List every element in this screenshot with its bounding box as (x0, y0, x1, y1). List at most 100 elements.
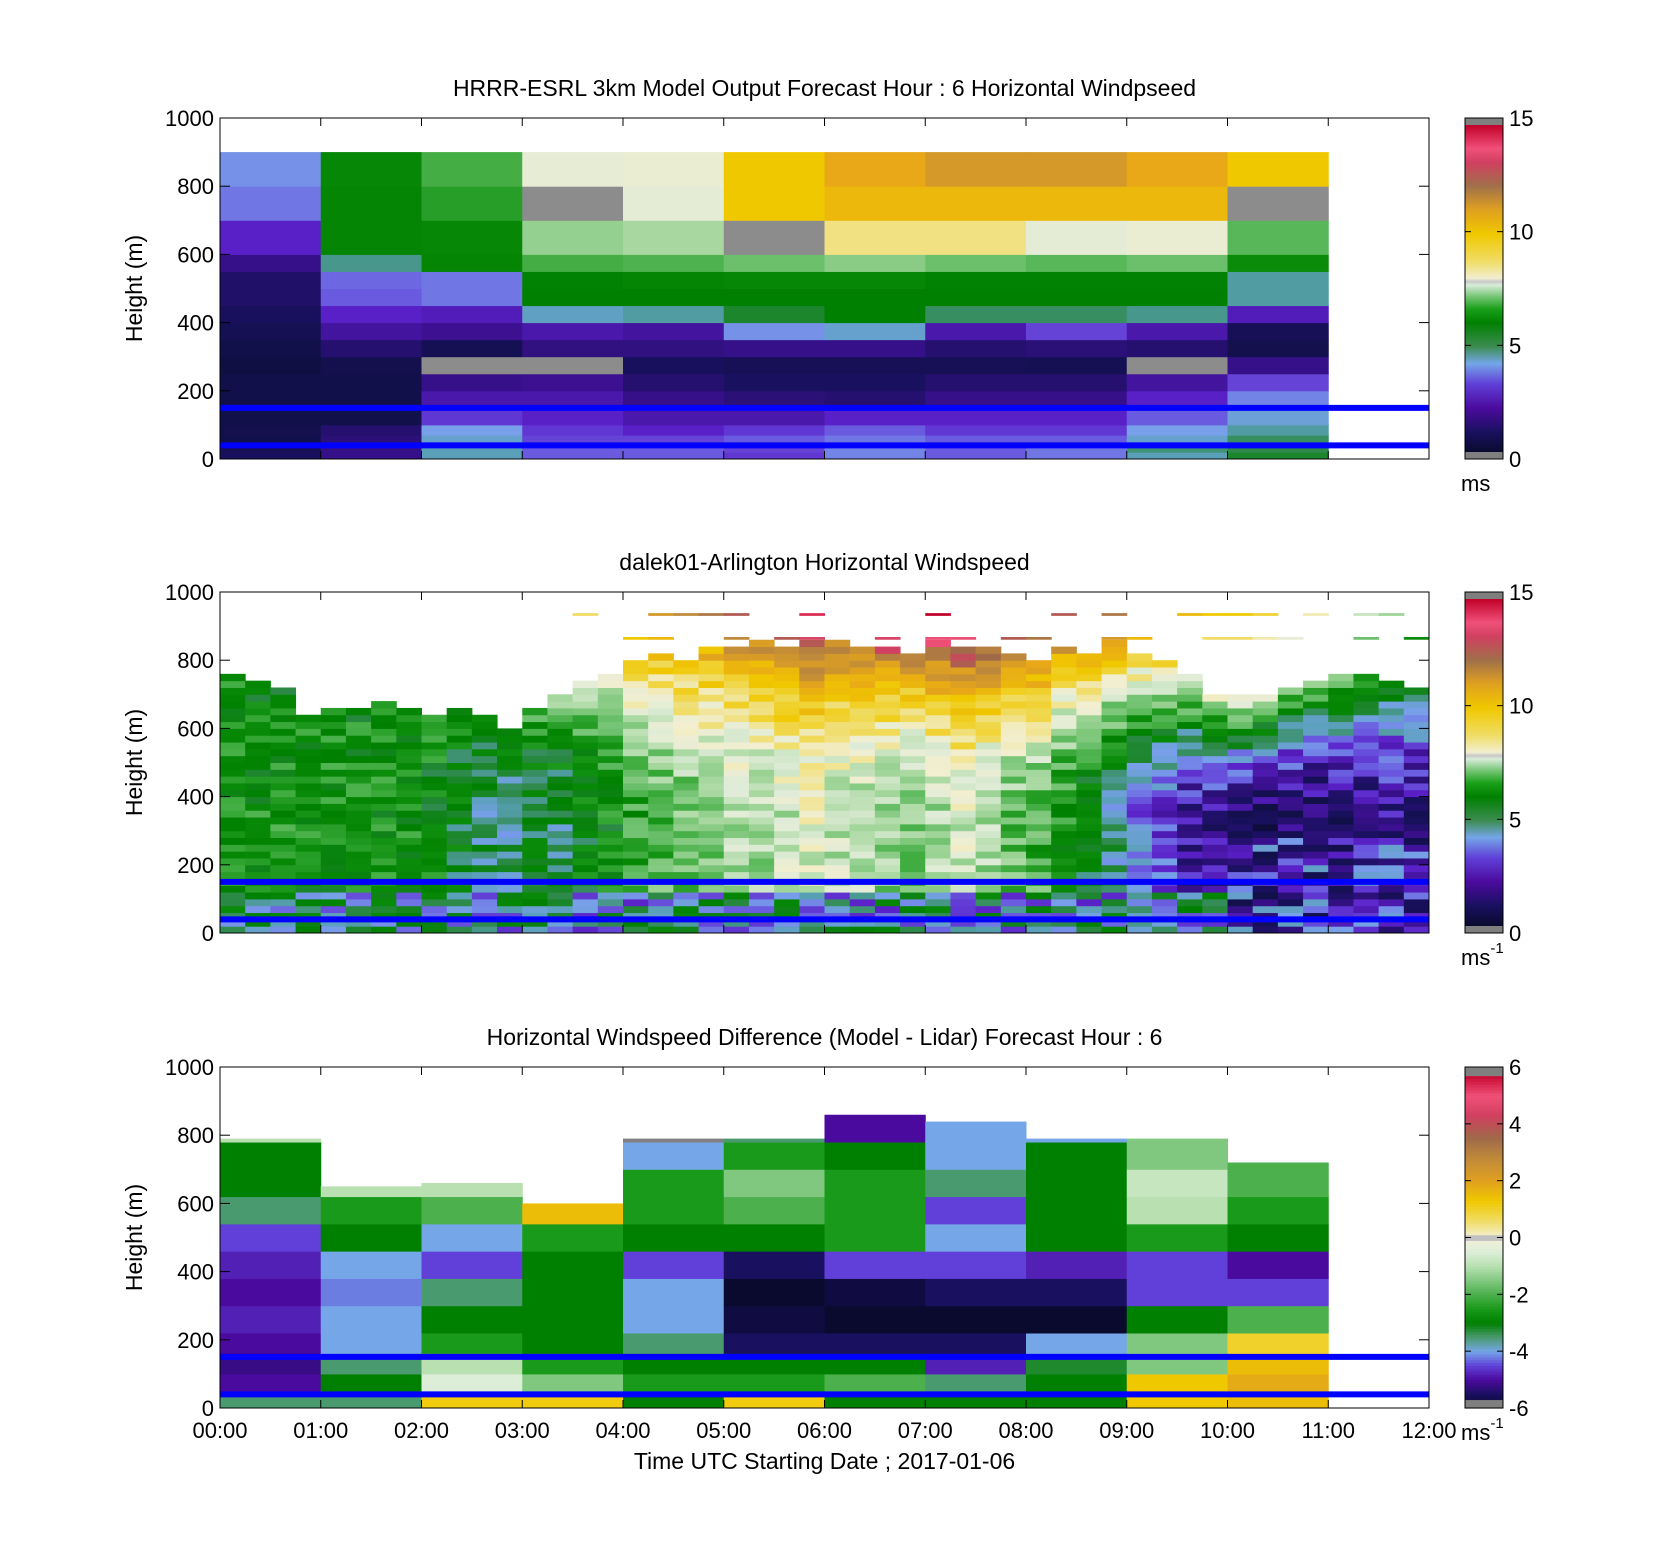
lidar-cell (748, 782, 775, 791)
lidar-cell (824, 769, 851, 777)
lidar-cell (345, 714, 372, 723)
lidar-cell (900, 701, 926, 709)
lidar-cell (497, 830, 523, 839)
lidar-cell (1151, 680, 1178, 688)
lidar-cell (925, 673, 951, 682)
lidar-cell (748, 742, 775, 750)
colorbar-segment (1465, 1356, 1503, 1361)
lidar-cell (623, 837, 649, 845)
lidar-cell (396, 728, 422, 736)
lidar-cell (1303, 776, 1329, 784)
y-tick-label: 200 (177, 379, 214, 404)
lidar-cell (648, 892, 674, 900)
lidar-sparse-cell (925, 637, 951, 640)
lidar-cell (522, 796, 548, 804)
lidar-cell (1126, 823, 1153, 832)
heatmap-cell (421, 152, 523, 187)
lidar-cell (1202, 782, 1228, 791)
lidar-cell (1353, 864, 1380, 873)
lidar-cell (723, 837, 750, 845)
lidar-cell (1353, 844, 1380, 852)
lidar-cell (1076, 830, 1103, 839)
lidar-cell (975, 871, 1002, 879)
diff-cell (623, 1223, 725, 1252)
heatmap-cell (320, 435, 422, 446)
lidar-cell (1026, 762, 1052, 770)
heatmap-cell (421, 322, 523, 341)
lidar-cell (345, 919, 372, 927)
lidar-cell (799, 694, 825, 702)
lidar-cell (849, 817, 876, 825)
lidar-cell (396, 905, 422, 914)
lidar-cell (1076, 810, 1103, 818)
lidar-cell (799, 823, 825, 832)
lidar-cell (295, 926, 322, 933)
colorbar-segment (1465, 1095, 1503, 1099)
lidar-cell (723, 742, 750, 750)
lidar-cell (572, 803, 599, 811)
lidar-cell (1252, 714, 1279, 723)
lidar-cell (748, 735, 775, 743)
colorbar-segment (1465, 1336, 1503, 1341)
heatmap-cell (925, 322, 1027, 341)
lidar-cell (497, 769, 523, 777)
lidar-cell (1000, 871, 1027, 879)
lidar-sparse-cell (799, 613, 825, 616)
lidar-cell (1000, 782, 1027, 791)
colorbar-tick-label: 4 (1509, 1112, 1521, 1137)
lidar-cell (1277, 782, 1304, 791)
lidar-cell (1303, 735, 1329, 743)
diff-cell (723, 1394, 825, 1408)
lidar-cell (270, 687, 297, 695)
lidar-cell (270, 837, 297, 845)
lidar-cell (572, 905, 599, 914)
lidar-cell (1151, 755, 1178, 763)
diff-cell (1227, 1305, 1329, 1334)
lidar-cell (673, 762, 700, 770)
lidar-cell (220, 905, 246, 914)
lidar-cell (220, 844, 246, 852)
lidar-cell (396, 837, 422, 845)
heatmap-cell (522, 152, 624, 187)
lidar-cell (774, 735, 800, 743)
colorbar-gradient (1465, 592, 1503, 933)
lidar-cell (874, 653, 901, 661)
lidar-cell (748, 714, 775, 723)
colorbar-1 (1464, 117, 1504, 460)
lidar-cell (975, 728, 1002, 736)
lidar-cell (421, 714, 448, 723)
lidar-cell (874, 673, 901, 682)
lidar-cell (371, 762, 397, 770)
lidar-cell (421, 912, 448, 920)
lidar-cell (1026, 782, 1052, 791)
lidar-cell (597, 844, 624, 852)
lidar-cell (1177, 926, 1203, 933)
colorbar-segment (1465, 1203, 1503, 1207)
lidar-cell (1303, 728, 1329, 736)
colorbar-segment (1465, 1271, 1503, 1276)
lidar-cell (446, 830, 473, 839)
lidar-cell (497, 905, 523, 914)
lidar-cell (572, 864, 599, 873)
lidar-cell (396, 707, 422, 716)
heatmap-cell (421, 356, 523, 375)
lidar-cell (1328, 721, 1354, 729)
heatmap-cell (1026, 271, 1128, 289)
diff-cell (421, 1394, 523, 1408)
lidar-cell (723, 919, 750, 927)
lidar-cell (623, 694, 649, 702)
lidar-cell (1403, 803, 1429, 811)
diff-cell (1026, 1251, 1128, 1279)
lidar-cell (698, 926, 725, 933)
lidar-cell (371, 721, 397, 729)
colorbar-gradient (1465, 118, 1503, 459)
lidar-cell (1353, 817, 1380, 825)
lidar-cell (824, 680, 851, 688)
lidar-profile (1303, 613, 1329, 933)
heatmap-cell (623, 254, 725, 272)
lidar-cell (1026, 714, 1052, 723)
lidar-cell (623, 707, 649, 716)
lidar-cell (1328, 748, 1354, 757)
lidar-cell (1378, 769, 1405, 777)
lidar-cell (1403, 762, 1429, 770)
